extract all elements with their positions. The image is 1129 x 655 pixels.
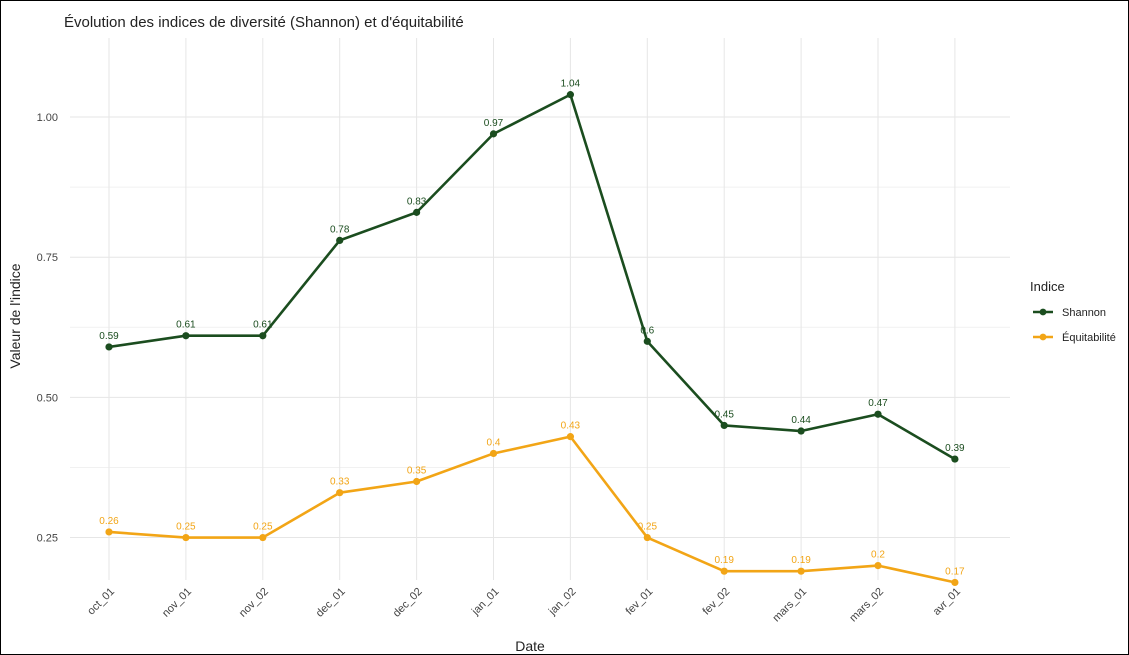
legend-title: Indice <box>1030 279 1065 294</box>
y-axis-title: Valeur de l'indice <box>7 263 23 368</box>
data-label: 0.4 <box>487 437 501 448</box>
data-label: 0.83 <box>407 196 427 207</box>
x-tick-label: fev_01 <box>624 586 656 618</box>
data-label: 1.04 <box>561 79 581 90</box>
series-line-équitabilité <box>108 435 956 584</box>
x-tick-label: mars_01 <box>770 586 809 625</box>
x-tick-label: jan_02 <box>546 586 579 619</box>
data-point <box>489 449 498 458</box>
data-point <box>951 455 959 463</box>
data-label: 0.78 <box>330 224 350 235</box>
data-point <box>720 421 728 430</box>
axes: 0.25 0.50 0.75 1.00 oct_01 nov_01 nov_02 dec_01… <box>37 112 963 624</box>
legend-label: Shannon <box>1062 307 1106 319</box>
data-label: 0.17 <box>945 566 965 577</box>
data-label: 0.25 <box>638 522 658 533</box>
data-point <box>336 489 344 497</box>
data-label: 0.45 <box>714 409 734 420</box>
data-point <box>259 332 267 340</box>
y-tick-label: 0.25 <box>37 533 58 545</box>
data-point <box>259 533 267 542</box>
data-label: 0.19 <box>791 555 811 566</box>
data-point <box>720 567 728 575</box>
y-tick-label: 0.50 <box>37 392 58 404</box>
data-point <box>797 567 805 575</box>
data-point <box>643 533 651 542</box>
data-point <box>874 561 882 570</box>
x-tick-label: nov_02 <box>237 586 271 620</box>
data-label: 0.26 <box>99 516 119 527</box>
x-tick-label: dec_01 <box>314 586 348 620</box>
data-label: 0.61 <box>253 320 273 331</box>
data-point <box>489 130 498 138</box>
x-tick-label: avr_01 <box>931 586 963 618</box>
chart-title: Évolution des indices de diversité (Shan… <box>64 14 464 31</box>
series-line-shannon <box>108 93 956 461</box>
data-label: 0.43 <box>561 421 581 432</box>
grid <box>70 38 1010 580</box>
data-label: 0.19 <box>714 555 734 566</box>
x-tick-label: nov_01 <box>160 586 194 620</box>
data-point <box>105 343 113 351</box>
data-label: 0.97 <box>484 118 504 129</box>
x-tick-label: dec_02 <box>391 586 425 620</box>
data-label: 0.59 <box>99 331 119 342</box>
data-label: 0.44 <box>791 415 811 426</box>
x-tick-label: fev_02 <box>700 586 732 618</box>
data-point <box>874 410 882 418</box>
data-point <box>566 433 575 441</box>
data-point <box>643 337 651 345</box>
y-tick-label: 0.75 <box>37 252 58 264</box>
x-axis-title: Date <box>515 638 545 654</box>
data-point <box>797 427 805 435</box>
data-point <box>951 578 959 587</box>
series <box>105 91 959 587</box>
legend-items: Shannon Équitabilité <box>1033 307 1116 344</box>
data-label: 0.61 <box>176 320 196 331</box>
x-tick-label: oct_01 <box>85 586 117 618</box>
y-tick-label: 1.00 <box>37 112 58 124</box>
data-label: 0.33 <box>330 477 350 488</box>
data-point <box>182 332 190 340</box>
x-tick-label: jan_01 <box>469 586 502 619</box>
data-point <box>336 236 344 245</box>
data-point <box>413 208 421 216</box>
data-labels: 0.59 0.61 0.61 0.78 0.83 0.97 1.04 0.6 0.45 0.44 0… <box>99 79 965 578</box>
legend-key-point <box>1039 333 1047 341</box>
data-label: 0.39 <box>945 443 965 454</box>
legend-label: Équitabilité <box>1062 331 1116 344</box>
data-point <box>413 477 421 486</box>
data-point <box>566 91 575 99</box>
data-point <box>182 533 190 542</box>
data-label: 0.2 <box>871 550 885 561</box>
data-label: 0.25 <box>253 522 273 533</box>
data-label: 0.6 <box>640 325 654 336</box>
legend: Indice Shannon Équitabilité <box>1030 279 1116 344</box>
data-point <box>105 528 113 536</box>
x-tick-label: mars_02 <box>847 586 886 625</box>
data-label: 0.47 <box>868 398 888 409</box>
data-label: 0.25 <box>176 522 196 533</box>
legend-key-point <box>1039 308 1047 316</box>
data-label: 0.35 <box>407 465 427 476</box>
